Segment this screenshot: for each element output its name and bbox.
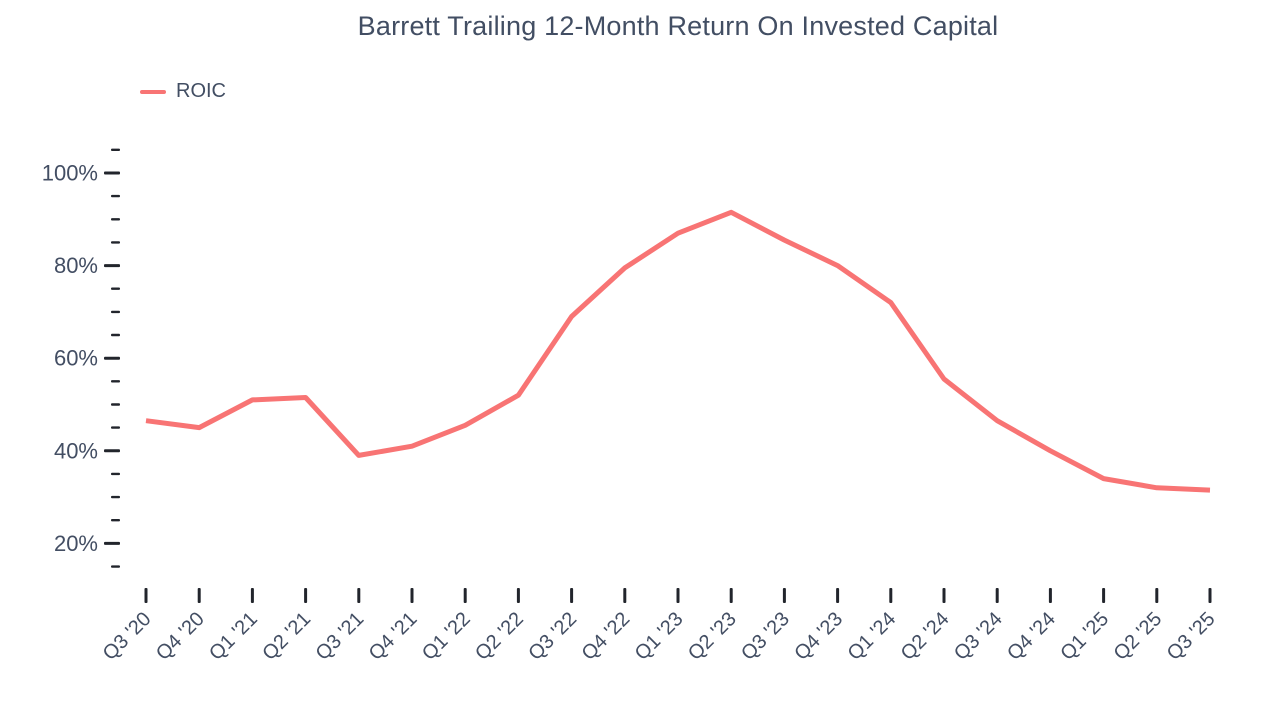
legend-item-label: ROIC [176,80,226,102]
x-axis-label: Q3 '20 [99,608,156,665]
x-tick [410,588,414,603]
x-tick [250,588,254,603]
y-minor-tick [111,565,120,568]
x-axis-label: Q3 '25 [1163,608,1220,665]
x-tick [729,588,733,603]
y-major-tick [104,264,120,268]
x-axis-label: Q1 '25 [1056,608,1113,665]
x-tick [623,588,627,603]
y-minor-tick [111,287,120,290]
x-tick [304,588,308,603]
y-major-tick [104,541,120,545]
x-axis-label: Q2 '21 [258,608,315,665]
x-axis-label: Q3 '22 [524,608,581,665]
x-tick [516,588,520,603]
x-axis-label: Q2 '24 [897,608,954,665]
x-tick [836,588,840,603]
y-axis-label: 20% [54,531,98,556]
x-axis-label: Q1 '23 [631,608,688,665]
x-tick [1208,588,1212,603]
y-minor-tick [111,380,120,383]
x-axis-label: Q3 '23 [737,608,794,665]
x-tick [570,588,574,603]
y-major-tick [104,449,120,453]
x-axis-label: Q2 '23 [684,608,741,665]
roic-line [145,209,1211,493]
y-minor-tick [111,218,120,221]
y-minor-tick [111,333,120,337]
y-major-tick [104,356,120,360]
series-lines [145,209,1211,493]
x-axis-label: Q4 '22 [578,608,635,665]
x-axis-label: Q4 '23 [790,608,847,665]
x-axis-label: Q1 '22 [418,608,475,665]
y-minor-tick [111,241,120,244]
x-axis-label: Q2 '25 [1110,608,1167,665]
x-tick [357,588,361,603]
x-axis-label: Q3 '24 [950,608,1007,665]
y-axis-label: 100% [42,161,98,186]
y-minor-tick [111,472,120,476]
y-major-tick [104,171,120,175]
roic-line-swatch-icon [140,89,166,94]
y-minor-tick [111,403,120,406]
x-tick [942,588,946,603]
y-axis-label: 40% [54,438,98,463]
y-minor-tick [111,426,120,429]
y-axis-label: 60% [54,346,98,371]
y-minor-tick [111,194,120,198]
chart-title: Barrett Trailing 12-Month Return On Inve… [357,11,999,41]
x-tick [197,588,201,603]
x-axis-label: Q4 '21 [365,608,422,665]
x-axis-label: Q2 '22 [471,608,528,665]
y-minor-tick [111,310,120,314]
legend: ROIC [140,80,226,103]
x-tick [1048,588,1052,603]
x-tick [676,588,680,603]
y-axis-label: 80% [54,253,98,278]
y-minor-tick [111,148,120,151]
x-tick [463,588,467,603]
x-tick [782,588,786,603]
x-axis-label: Q1 '21 [205,608,262,665]
y-minor-tick [111,495,120,499]
x-tick [995,588,999,603]
x-axis-label: Q3 '21 [312,608,369,665]
x-tick [144,588,148,603]
x-axis-label: Q4 '20 [152,608,209,665]
x-tick [1102,588,1106,603]
x-axis-label: Q1 '24 [844,608,901,665]
y-axis: 20% 40% 60% 80% 100% [42,148,120,568]
legend-item-roic[interactable]: ROIC [140,80,226,103]
y-minor-tick [111,519,120,522]
x-tick [1155,588,1159,603]
x-tick [889,588,893,603]
x-axis-label: Q4 '24 [1003,608,1060,665]
